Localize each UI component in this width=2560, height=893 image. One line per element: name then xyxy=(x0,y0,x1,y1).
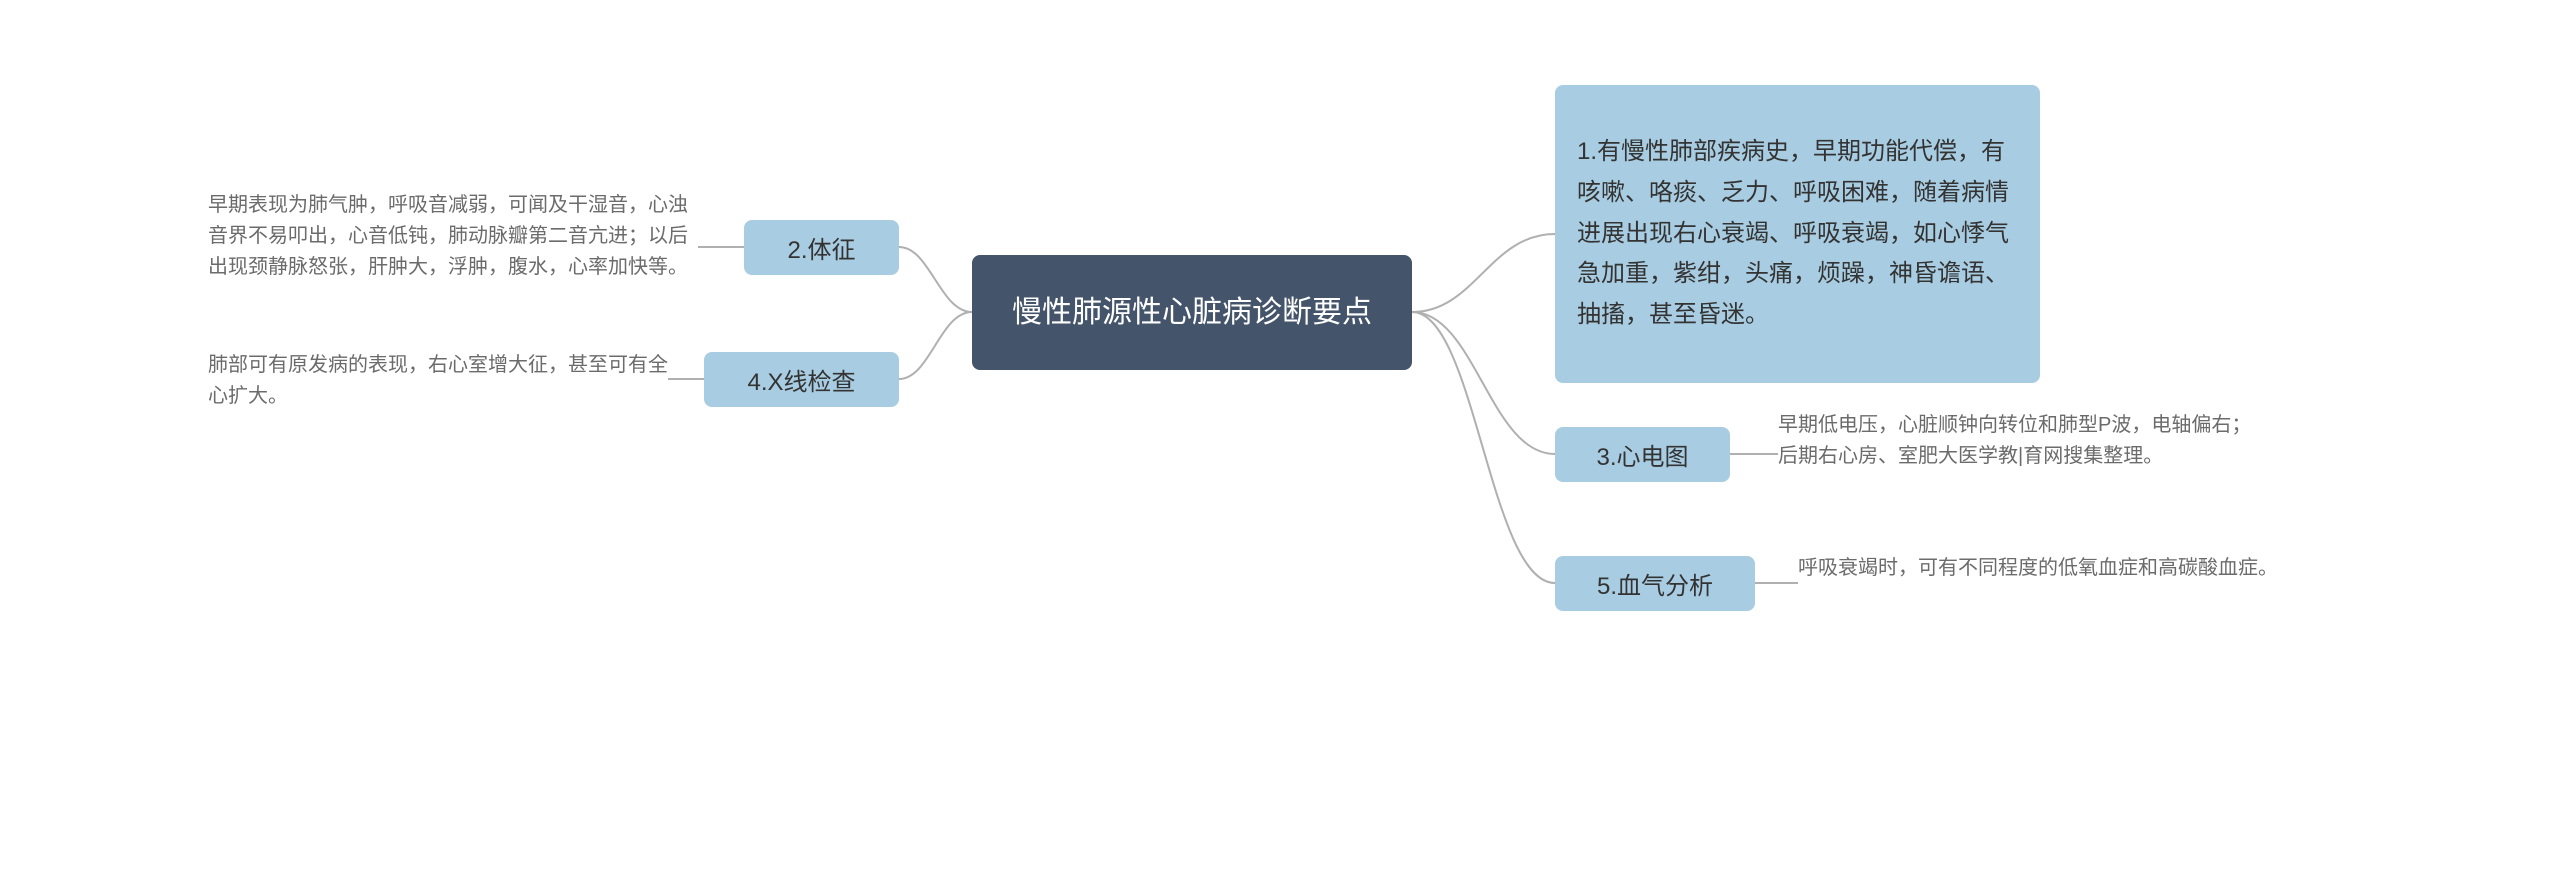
detail-text-5: 呼吸衰竭时，可有不同程度的低氧血症和高碳酸血症。 xyxy=(1798,553,2278,584)
detail-text-4: 肺部可有原发病的表现，右心室增大征，甚至可有全心扩大。 xyxy=(208,350,668,412)
root-node[interactable]: 慢性肺源性心脏病诊断要点 xyxy=(972,255,1412,370)
branch-node-5[interactable]: 5.血气分析 xyxy=(1555,556,1755,611)
detail-text-2: 早期表现为肺气肿，呼吸音减弱，可闻及干湿音，心浊音界不易叩出，心音低钝，肺动脉瓣… xyxy=(208,190,698,283)
branch-label-1: 1.有慢性肺部疾病史，早期功能代偿，有咳嗽、咯痰、乏力、呼吸困难，随着病情进展出… xyxy=(1577,132,2018,336)
branch-node-1[interactable]: 1.有慢性肺部疾病史，早期功能代偿，有咳嗽、咯痰、乏力、呼吸困难，随着病情进展出… xyxy=(1555,85,2040,383)
root-label: 慢性肺源性心脏病诊断要点 xyxy=(1012,290,1372,335)
branch-node-3[interactable]: 3.心电图 xyxy=(1555,427,1730,482)
detail-text-3: 早期低电压，心脏顺钟向转位和肺型P波，电轴偏右；后期右心房、室肥大医学教|育网搜… xyxy=(1778,410,2268,472)
branch-label-5: 5.血气分析 xyxy=(1597,566,1713,601)
branch-label-4: 4.X线检查 xyxy=(747,362,855,397)
branch-label-2: 2.体征 xyxy=(787,230,855,265)
branch-label-3: 3.心电图 xyxy=(1596,437,1688,472)
branch-node-4[interactable]: 4.X线检查 xyxy=(704,352,899,407)
branch-node-2[interactable]: 2.体征 xyxy=(744,220,899,275)
